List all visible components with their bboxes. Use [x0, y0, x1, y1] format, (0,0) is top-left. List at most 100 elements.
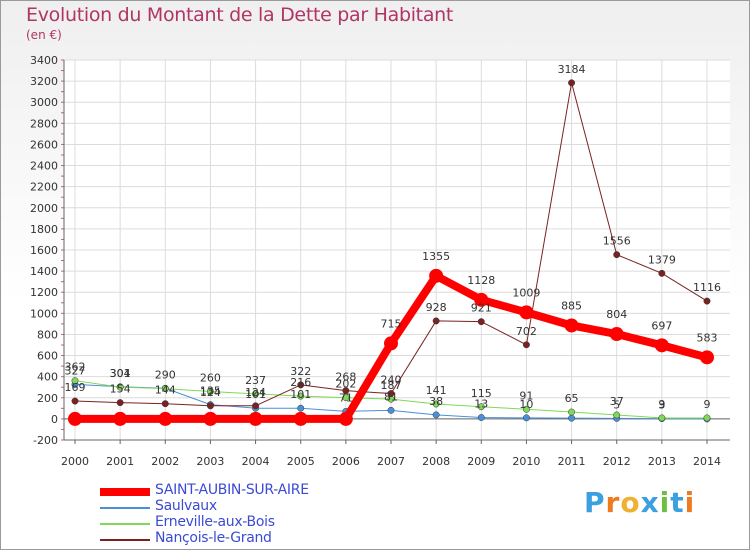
data-label-nan-ois-le-grand: 1116: [693, 281, 721, 294]
legend-item-nan-ois-le-grand: Nançois-le-Grand: [100, 530, 400, 548]
data-label-saint-aubin-sur-aire: 1355: [422, 250, 450, 263]
data-label-nan-ois-le-grand: 928: [426, 301, 447, 314]
data-point-nan-ois-le-grand: [477, 318, 485, 326]
y-tick-label: 200: [37, 392, 58, 405]
x-tick-label: 2012: [603, 455, 631, 468]
x-tick-label: 2004: [242, 455, 270, 468]
x-tick-label: 2007: [377, 455, 405, 468]
legend-label: Nançois-le-Grand: [155, 530, 272, 546]
data-label-erneville-aux-bois: 9: [704, 398, 711, 411]
legend-swatch: [100, 507, 150, 509]
data-label-erneville-aux-bois: 202: [335, 378, 356, 391]
legend-item-saint-aubin-sur-aire: SAINT-AUBIN-SUR-AIRE: [100, 482, 400, 500]
data-point-saint-aubin-sur-aire: [338, 411, 353, 426]
legend-swatch: [100, 488, 150, 496]
data-point-erneville-aux-bois: [116, 383, 124, 391]
data-label-erneville-aux-bois: 141: [426, 384, 447, 397]
legend-swatch: [100, 539, 150, 541]
legend-item-saulvaux: Saulvaux: [100, 498, 400, 516]
y-tick-label: 3000: [30, 96, 58, 109]
data-point-erneville-aux-bois: [522, 405, 530, 413]
data-point-saint-aubin-sur-aire: [68, 411, 82, 426]
data-label-saulvaux: 3: [658, 399, 665, 412]
data-label-saulvaux: 13: [474, 398, 488, 411]
data-label-nan-ois-le-grand: 3184: [558, 63, 586, 76]
data-point-nan-ois-le-grand: [522, 341, 530, 349]
data-point-saint-aubin-sur-aire: [519, 305, 534, 320]
data-point-erneville-aux-bois: [432, 400, 440, 408]
x-tick-label: 2002: [151, 455, 179, 468]
y-tick-label: 1200: [30, 286, 58, 299]
x-tick-label: 2010: [512, 455, 540, 468]
data-label-saint-aubin-sur-aire: 715: [381, 317, 402, 330]
data-label-erneville-aux-bois: 216: [290, 376, 311, 389]
logo-letter: t: [670, 486, 685, 519]
y-tick-label: 2000: [30, 202, 58, 215]
x-tick-label: 2011: [558, 455, 586, 468]
data-point-saulvaux: [297, 404, 305, 412]
data-point-nan-ois-le-grand: [568, 79, 576, 87]
data-label-saulvaux: 38: [429, 395, 443, 408]
chart-subtitle: (en €): [26, 28, 62, 42]
data-label-erneville-aux-bois: 187: [381, 379, 402, 392]
legend-swatch: [100, 523, 150, 525]
data-point-nan-ois-le-grand: [387, 390, 395, 398]
y-tick-label: 1800: [30, 223, 58, 236]
data-label-erneville-aux-bois: 237: [245, 374, 266, 387]
data-point-saulvaux: [568, 414, 576, 422]
data-label-nan-ois-le-grand: 702: [516, 325, 537, 338]
data-point-erneville-aux-bois: [252, 390, 260, 398]
data-point-saint-aubin-sur-aire: [203, 411, 218, 426]
data-point-nan-ois-le-grand: [342, 387, 350, 395]
data-label-saulvaux: 101: [245, 388, 266, 401]
data-label-nan-ois-le-grand: 144: [155, 384, 176, 397]
x-tick-label: 2000: [61, 455, 89, 468]
legend-item-erneville-aux-bois: Erneville-aux-Bois: [100, 514, 400, 532]
data-point-erneville-aux-bois: [658, 414, 666, 422]
y-tick-label: 3400: [30, 54, 58, 67]
data-point-nan-ois-le-grand: [297, 381, 305, 389]
data-point-saulvaux: [477, 414, 485, 421]
data-point-erneville-aux-bois: [206, 387, 214, 395]
data-point-erneville-aux-bois: [568, 408, 576, 416]
data-point-saint-aubin-sur-aire: [700, 350, 714, 365]
data-point-saint-aubin-sur-aire: [384, 336, 398, 351]
x-tick-label: 2009: [467, 455, 495, 468]
x-tick-label: 2013: [648, 455, 676, 468]
data-point-saulvaux: [432, 411, 440, 419]
y-tick-label: 600: [37, 350, 58, 363]
y-tick-label: 1000: [30, 307, 58, 320]
data-label-erneville-aux-bois: 115: [471, 387, 492, 400]
data-label-saint-aubin-sur-aire: 804: [606, 308, 627, 321]
data-label-nan-ois-le-grand: 169: [65, 381, 86, 394]
data-label-nan-ois-le-grand: 268: [335, 371, 356, 384]
data-point-saint-aubin-sur-aire: [113, 411, 128, 426]
data-label-nan-ois-le-grand: 1556: [603, 235, 631, 248]
data-point-nan-ois-le-grand: [206, 402, 214, 410]
data-point-erneville-aux-bois: [161, 385, 169, 393]
legend-label: Erneville-aux-Bois: [155, 514, 275, 530]
data-point-saint-aubin-sur-aire: [564, 318, 579, 333]
data-label-saulvaux: 327: [65, 364, 86, 377]
data-point-nan-ois-le-grand: [432, 317, 440, 325]
data-label-erneville-aux-bois: 362: [65, 361, 86, 374]
data-label-saulvaux: 304: [110, 367, 131, 380]
data-point-saint-aubin-sur-aire: [609, 327, 624, 342]
data-point-erneville-aux-bois: [703, 414, 711, 422]
proxiti-logo: Proxiti: [584, 486, 695, 519]
data-point-nan-ois-le-grand: [161, 400, 169, 408]
x-tick-label: 2003: [196, 455, 224, 468]
data-point-nan-ois-le-grand: [116, 399, 124, 407]
logo-letter: i: [684, 486, 696, 519]
data-point-nan-ois-le-grand: [613, 251, 621, 259]
data-point-saint-aubin-sur-aire: [293, 411, 308, 426]
y-tick-label: 400: [37, 371, 58, 384]
data-label-nan-ois-le-grand: 124: [200, 386, 221, 399]
data-label-saulvaux: 10: [519, 398, 533, 411]
data-label-erneville-aux-bois: 65: [565, 392, 579, 405]
logo-letter: x: [640, 486, 660, 519]
y-tick-label: 0: [51, 413, 58, 426]
data-label-saint-aubin-sur-aire: 1009: [512, 286, 540, 299]
data-point-saint-aubin-sur-aire: [474, 292, 489, 307]
